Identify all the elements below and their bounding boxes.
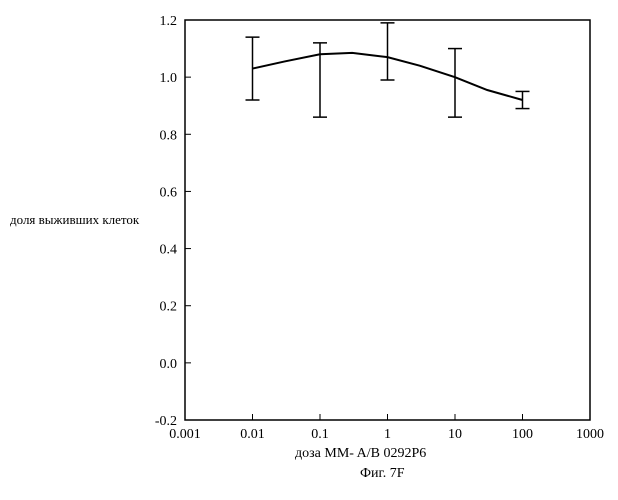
chart-svg: -0.20.00.20.40.60.81.01.20.0010.010.1110… (0, 0, 618, 500)
y-axis-label: доля выживших клеток (10, 212, 139, 228)
svg-text:0.6: 0.6 (160, 185, 178, 200)
svg-text:0.8: 0.8 (160, 128, 178, 143)
svg-text:1.0: 1.0 (160, 71, 178, 86)
x-axis-label: доза MM- A/B 0292P6 (295, 446, 426, 462)
svg-text:1000: 1000 (576, 427, 604, 442)
svg-text:1: 1 (384, 427, 391, 442)
svg-text:0.0: 0.0 (160, 357, 178, 372)
svg-text:0.2: 0.2 (160, 300, 178, 315)
svg-text:10: 10 (448, 427, 462, 442)
svg-text:1.2: 1.2 (160, 14, 178, 29)
figure-caption: Фиг. 7F (360, 466, 405, 482)
svg-text:100: 100 (512, 427, 533, 442)
svg-text:0.1: 0.1 (311, 427, 329, 442)
svg-text:0.01: 0.01 (240, 427, 265, 442)
svg-text:0.001: 0.001 (169, 427, 201, 442)
svg-text:0.4: 0.4 (160, 243, 178, 258)
